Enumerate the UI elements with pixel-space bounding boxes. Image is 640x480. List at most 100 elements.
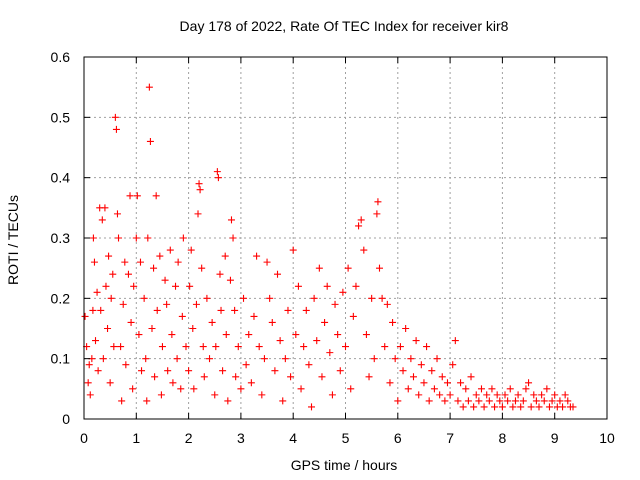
data-point [331,300,339,308]
data-point [178,312,186,320]
data-point [559,403,567,411]
data-point [402,325,410,332]
data-point [234,343,242,351]
y-axis-title: ROTI / TECUs [5,195,21,285]
data-point [122,361,130,369]
data-point [152,192,160,200]
data-point [124,270,132,278]
data-point [187,246,195,254]
data-point [106,379,114,387]
data-point [274,270,282,278]
data-point [357,216,365,224]
x-tick-label: 4 [289,430,297,446]
data-point [522,385,530,393]
data-point [535,403,543,411]
data-point [564,397,572,405]
data-point [169,379,177,387]
grid-layer [84,57,607,419]
data-point [213,168,221,176]
data-point [477,385,485,393]
data-point [374,198,382,206]
data-point [498,403,506,411]
data-point [467,373,475,381]
data-point [511,397,519,405]
data-point [391,355,399,363]
data-point [496,397,504,405]
data-point [360,246,368,254]
data-point [443,379,451,387]
data-point [438,373,446,381]
data-point [527,403,535,411]
data-point [135,331,143,339]
data-point [110,343,118,351]
data-point [208,318,216,326]
data-point [90,258,98,266]
data-point [289,246,297,254]
data-point [365,373,373,381]
data-point [132,234,140,242]
data-point [433,355,441,363]
data-point [300,343,308,351]
data-point [310,294,318,302]
x-tick-label: 1 [132,430,140,446]
data-point [221,252,229,260]
x-tick-label: 5 [342,430,350,446]
data-point [226,276,234,284]
y-tick-label: 0.2 [51,290,71,306]
data-point [143,397,151,405]
data-point [436,391,444,399]
data-point [242,361,250,369]
data-point [174,258,182,266]
data-point [105,252,113,260]
chart-title: Day 178 of 2022, Rate Of TEC Index for r… [180,18,509,34]
data-point [420,379,428,387]
data-point [451,337,459,345]
data-point [459,403,467,411]
data-point [305,361,313,369]
data-point [457,379,465,387]
data-point [245,331,253,339]
data-point [355,222,363,230]
data-point [129,385,137,393]
data-point [151,373,159,381]
data-point [117,343,125,351]
data-point [389,318,397,326]
data-point [222,331,230,339]
data-point [297,385,305,393]
data-point [569,403,577,411]
data-point [217,306,225,314]
data-point [485,397,493,405]
data-point [144,234,152,242]
y-tick-label: 0.3 [51,230,71,246]
data-point [118,397,126,405]
data-point [488,385,496,393]
data-point [399,367,407,375]
data-point [186,282,194,290]
data-point [514,391,522,399]
data-point [308,403,316,411]
data-point [545,403,553,411]
data-point [551,391,559,399]
data-point [506,385,514,393]
y-tick-labels: 0 0.1 0.2 0.3 0.4 0.5 0.6 [51,49,71,427]
data-point [232,373,240,381]
data-point [194,210,202,218]
data-point [315,264,323,272]
y-tick-label: 0 [62,411,70,427]
data-point [491,403,499,411]
x-tick-label: 6 [394,430,402,446]
data-point [394,397,402,405]
data-points-layer [81,83,577,411]
data-point [525,379,533,387]
data-point [396,343,404,351]
data-point [115,234,123,242]
data-point [556,397,564,405]
data-point [375,264,383,272]
y-tick-label: 0.5 [51,109,71,125]
data-point [140,294,148,302]
data-point [409,373,417,381]
data-point [292,331,300,339]
data-point [370,355,378,363]
data-point [168,331,176,339]
